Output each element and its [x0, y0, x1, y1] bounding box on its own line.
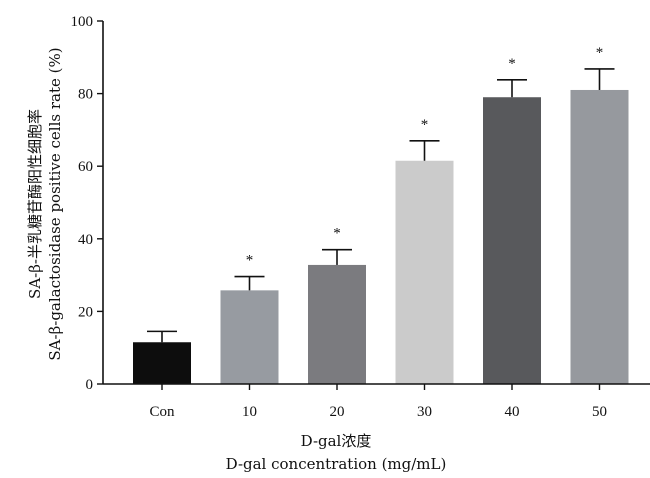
bar-Con: [133, 342, 191, 384]
y-axis-title-english: SA-β-galactosidase positive cells rate (…: [46, 47, 64, 360]
axes: [97, 20, 650, 390]
significance-markers: * * * * *: [246, 45, 604, 269]
x-tick-label-30: 30: [417, 404, 432, 420]
x-axis-title-chinese: D-gal浓度: [301, 432, 372, 450]
x-axis-title-english: D-gal concentration (mg/mL): [226, 455, 447, 473]
x-tick-labels: Con 10 20 30 40 50: [149, 404, 607, 420]
error-bars-layer: [147, 68, 615, 343]
y-tick-label-40: 40: [78, 232, 93, 248]
x-tick-label-50: 50: [592, 404, 607, 420]
bars-layer: [133, 89, 629, 384]
bar-50: [570, 89, 629, 384]
x-tick-label-10: 10: [242, 404, 257, 420]
significance-star-20: *: [333, 226, 341, 242]
significance-star-30: *: [421, 117, 429, 133]
significance-star-50: *: [596, 45, 604, 61]
x-tick-label-40: 40: [505, 404, 520, 420]
y-tick-labels: 0 20 40 60 80 100: [71, 14, 94, 393]
y-tick-label-80: 80: [78, 87, 93, 103]
significance-star-10: *: [246, 253, 254, 269]
y-tick-label-100: 100: [71, 14, 94, 30]
x-tick-label-20: 20: [330, 404, 345, 420]
y-tick-label-60: 60: [78, 159, 93, 175]
bar-30: [395, 160, 454, 384]
significance-star-40: *: [508, 56, 516, 72]
bar-40: [483, 97, 541, 384]
bar-20: [308, 264, 366, 384]
y-tick-label-20: 20: [78, 304, 93, 320]
y-axis-title-chinese: SA-β-半乳糖苷酶阳性细胞率: [26, 109, 44, 299]
bar-10: [220, 290, 279, 384]
y-tick-label-0: 0: [86, 377, 94, 393]
x-tick-label-Con: Con: [149, 404, 175, 420]
